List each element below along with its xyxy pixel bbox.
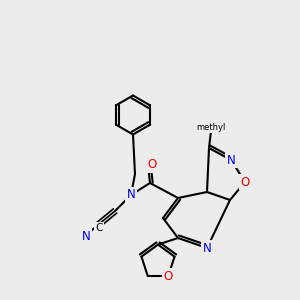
Text: methyl: methyl [196,124,226,133]
Text: N: N [226,154,236,166]
Text: O: O [164,270,173,283]
Text: N: N [202,242,211,254]
Text: O: O [240,176,250,188]
Text: O: O [147,158,156,172]
Text: N: N [127,188,135,202]
Text: C: C [95,223,103,233]
Text: N: N [82,230,91,242]
